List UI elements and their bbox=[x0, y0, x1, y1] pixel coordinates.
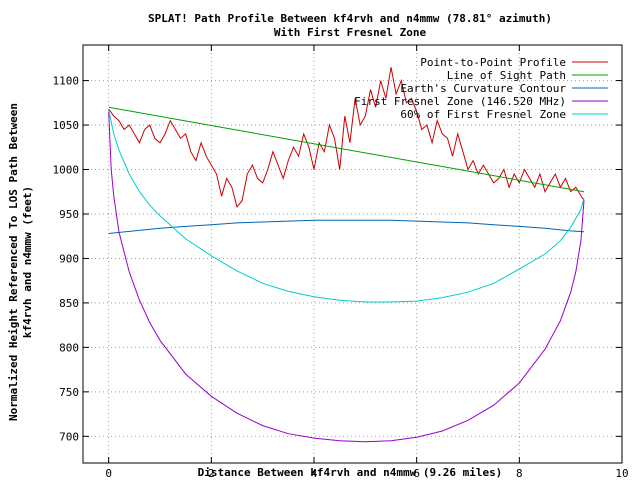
y-tick-label: 950 bbox=[59, 208, 79, 221]
y-tick-label: 700 bbox=[59, 430, 79, 443]
chart-title: SPLAT! Path Profile Between kf4rvh and n… bbox=[148, 12, 552, 25]
y-axis-label-line2: kf4rvh and n4mmw (feet) bbox=[21, 186, 34, 338]
chart-subtitle: With First Fresnel Zone bbox=[274, 26, 427, 39]
x-tick-label: 10 bbox=[615, 467, 628, 480]
legend-label: Point-to-Point Profile bbox=[420, 56, 566, 69]
series-line-first-fresnel-zone-146-520-mhz bbox=[108, 111, 585, 443]
legend-label: Earth's Curvature Contour bbox=[400, 82, 566, 95]
series-line-earth-s-curvature-contour bbox=[108, 219, 585, 234]
series-line-point-to-point-profile bbox=[108, 67, 585, 208]
legend-label: 60% of First Fresnel Zone bbox=[400, 108, 566, 121]
legend-label: Line of Sight Path bbox=[447, 69, 566, 82]
series-line-60-of-first-fresnel-zone bbox=[108, 109, 585, 303]
plot-series bbox=[108, 67, 585, 443]
legend-label: First Fresnel Zone (146.520 MHz) bbox=[354, 95, 566, 108]
y-tick-label: 900 bbox=[59, 252, 79, 265]
x-tick-label: 2 bbox=[208, 467, 215, 480]
y-tick-label: 750 bbox=[59, 386, 79, 399]
y-tick-label: 850 bbox=[59, 297, 79, 310]
y-tick-label: 800 bbox=[59, 341, 79, 354]
axis-ticks: 0 2 4 6 8 10 700 750 800 850 900 950 1000 1050 1100 bbox=[53, 45, 629, 480]
y-tick-label: 1050 bbox=[53, 119, 80, 132]
plot-frame bbox=[82, 44, 623, 464]
series-line-line-of-sight-path bbox=[108, 106, 585, 193]
y-tick-label: 1000 bbox=[53, 164, 80, 177]
x-tick-label: 0 bbox=[105, 467, 112, 480]
y-axis-label-line1: Normalized Height Referenced To LOS Path… bbox=[7, 103, 20, 421]
x-tick-label: 8 bbox=[516, 467, 523, 480]
x-tick-label: 6 bbox=[413, 467, 420, 480]
x-axis-label: Distance Between kf4rvh and n4mmw (9.26 … bbox=[198, 466, 503, 479]
x-tick-label: 4 bbox=[311, 467, 318, 480]
y-tick-label: 1100 bbox=[53, 75, 80, 88]
